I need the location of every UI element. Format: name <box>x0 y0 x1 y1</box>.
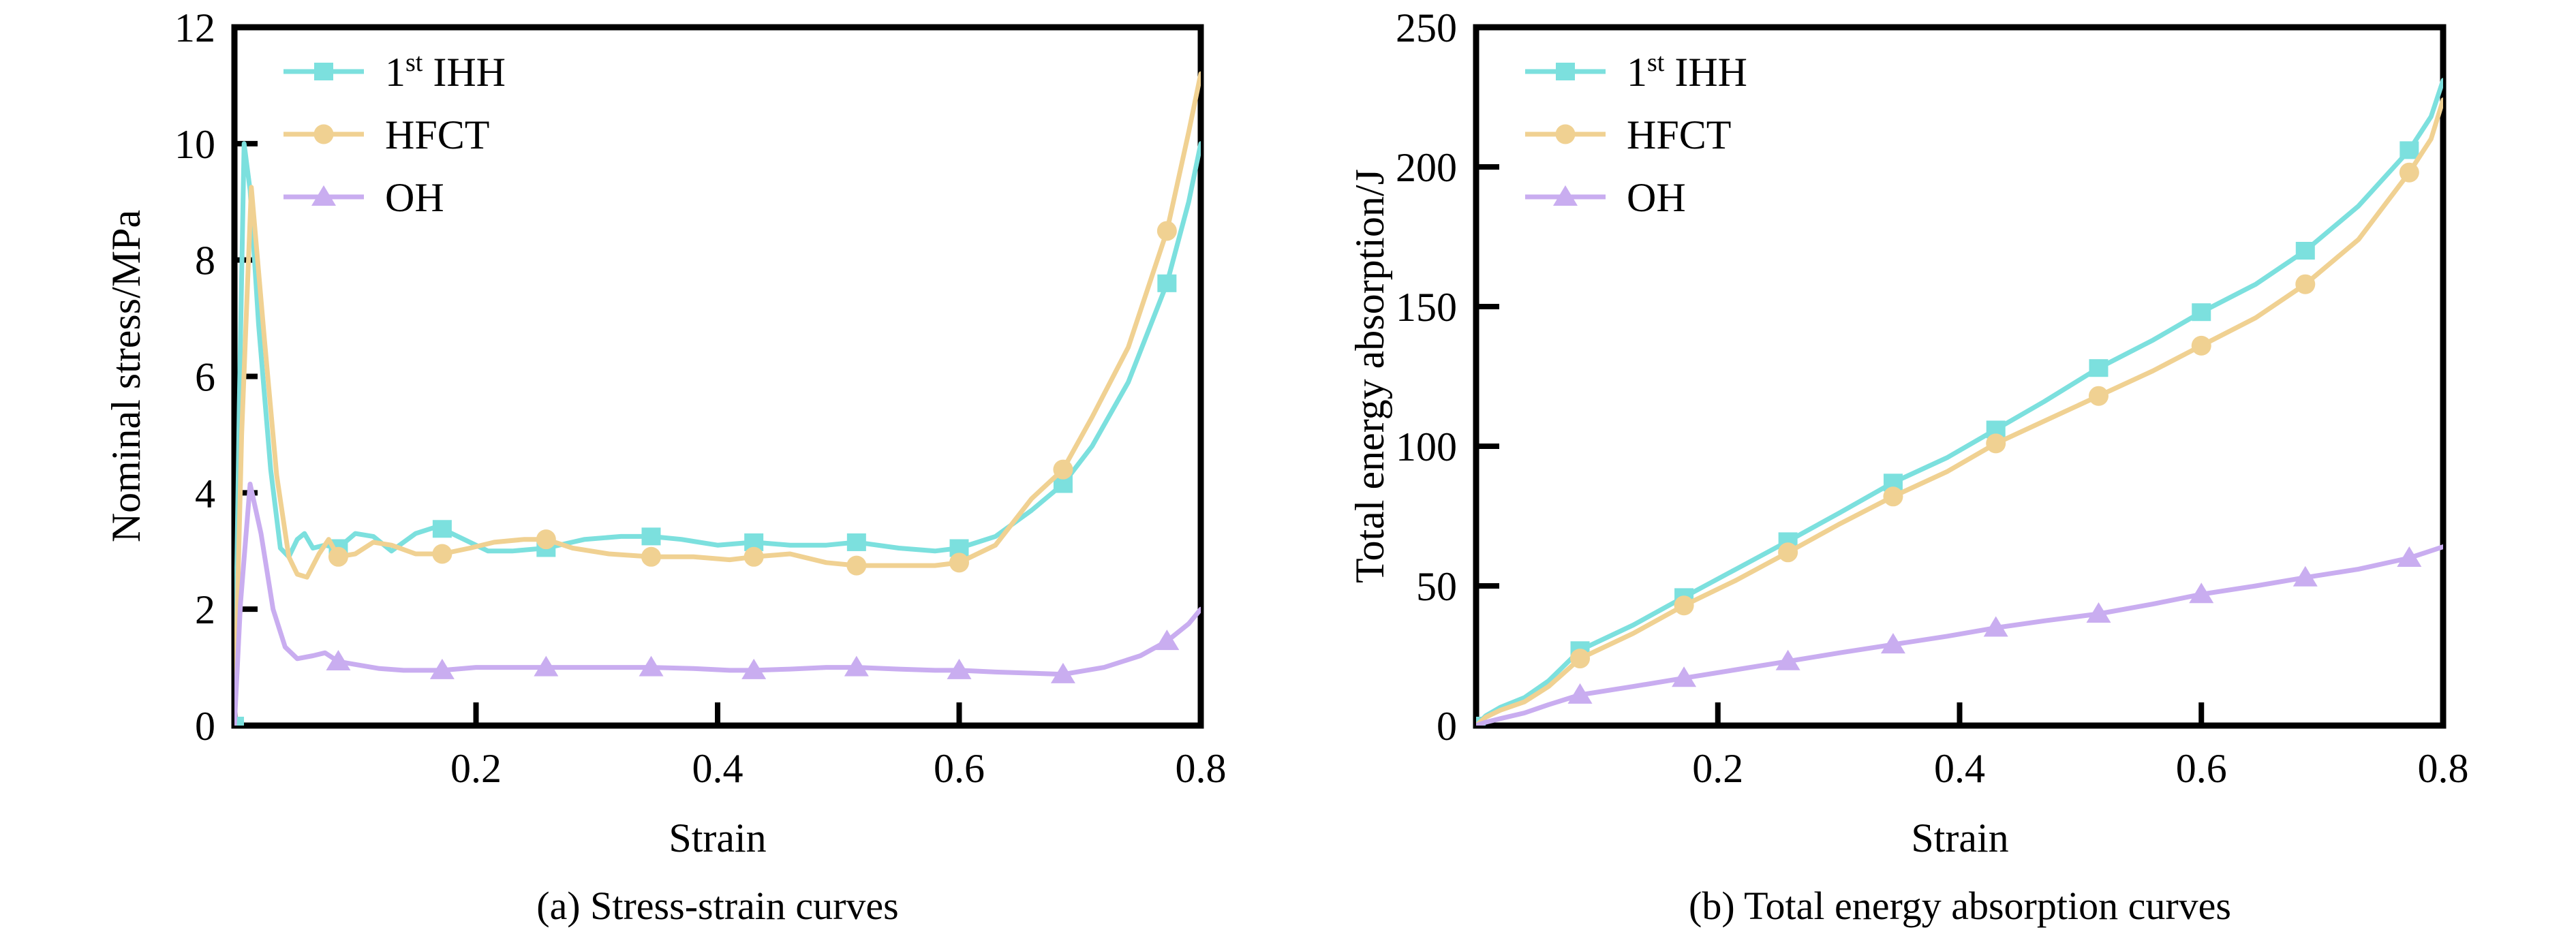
svg-text:0.8: 0.8 <box>1176 746 1227 791</box>
chart-b: 0.2 0.4 0.6 0.8 0 50 100 150 200 250 1st IHH HFCT OH… <box>1288 0 2576 932</box>
axes <box>231 24 1204 729</box>
svg-text:10: 10 <box>174 122 215 167</box>
chart-a-caption: (a) Stress-strain curves <box>536 884 899 928</box>
series-hfct <box>1476 97 2443 726</box>
svg-text:100: 100 <box>1396 424 1457 469</box>
chart-b-plot: 0.2 0.4 0.6 0.8 0 50 100 150 200 250 1st IHH HFCT OH <box>1396 5 2469 791</box>
svg-text:0.6: 0.6 <box>934 746 985 791</box>
svg-text:HFCT: HFCT <box>1627 112 1731 157</box>
series-ihh <box>1476 78 2443 726</box>
legend: 1st IHH HFCT OH <box>283 48 506 220</box>
svg-text:250: 250 <box>1396 5 1457 50</box>
chart-a-plot: 0.2 0.4 0.6 0.8 0 2 4 6 8 10 12 1st IHH HFCT OH <box>174 5 1227 791</box>
svg-text:1st IHH: 1st IHH <box>385 48 506 95</box>
svg-text:0: 0 <box>1437 704 1457 749</box>
series-ihh <box>234 141 1201 726</box>
series-hfct <box>234 71 1201 726</box>
svg-text:12: 12 <box>174 5 215 50</box>
svg-text:OH: OH <box>1627 175 1686 220</box>
chart-a-x-axis-title: Strain <box>669 816 767 860</box>
series-oh <box>1476 544 2443 726</box>
svg-text:1st IHH: 1st IHH <box>1627 48 1747 95</box>
svg-text:0.2: 0.2 <box>1692 746 1743 791</box>
svg-text:200: 200 <box>1396 145 1457 190</box>
svg-text:0.6: 0.6 <box>2176 746 2227 791</box>
svg-text:2: 2 <box>195 587 215 632</box>
svg-text:0.2: 0.2 <box>450 746 502 791</box>
chart-b-x-axis-title: Strain <box>1911 816 2009 860</box>
tick-labels: 0.2 0.4 0.6 0.8 0 2 4 6 8 10 12 <box>174 5 1227 791</box>
svg-text:HFCT: HFCT <box>385 112 489 157</box>
svg-text:50: 50 <box>1416 564 1457 609</box>
chart-a: 0.2 0.4 0.6 0.8 0 2 4 6 8 10 12 1st IHH HFCT OH Nomin… <box>104 5 1227 928</box>
legend: 1st IHH HFCT OH <box>1525 48 1747 220</box>
tick-labels: 0.2 0.4 0.6 0.8 0 50 100 150 200 250 <box>1396 5 2469 791</box>
chart-b-y-axis-title: Total energy absorption/J <box>1347 169 1392 583</box>
axes <box>1473 24 2447 729</box>
series-oh <box>234 482 1201 726</box>
svg-text:OH: OH <box>385 175 444 220</box>
chart-a-y-axis-title: Nominal stress/MPa <box>104 209 149 543</box>
chart-b-caption: (b) Total energy absorption curves <box>1689 884 2231 928</box>
svg-text:150: 150 <box>1396 285 1457 330</box>
svg-text:6: 6 <box>195 355 215 400</box>
svg-text:0.4: 0.4 <box>1934 746 1985 791</box>
svg-text:0.4: 0.4 <box>692 746 743 791</box>
svg-text:4: 4 <box>195 471 215 516</box>
svg-text:8: 8 <box>195 238 215 283</box>
svg-text:0: 0 <box>195 704 215 749</box>
svg-text:0.8: 0.8 <box>2418 746 2469 791</box>
